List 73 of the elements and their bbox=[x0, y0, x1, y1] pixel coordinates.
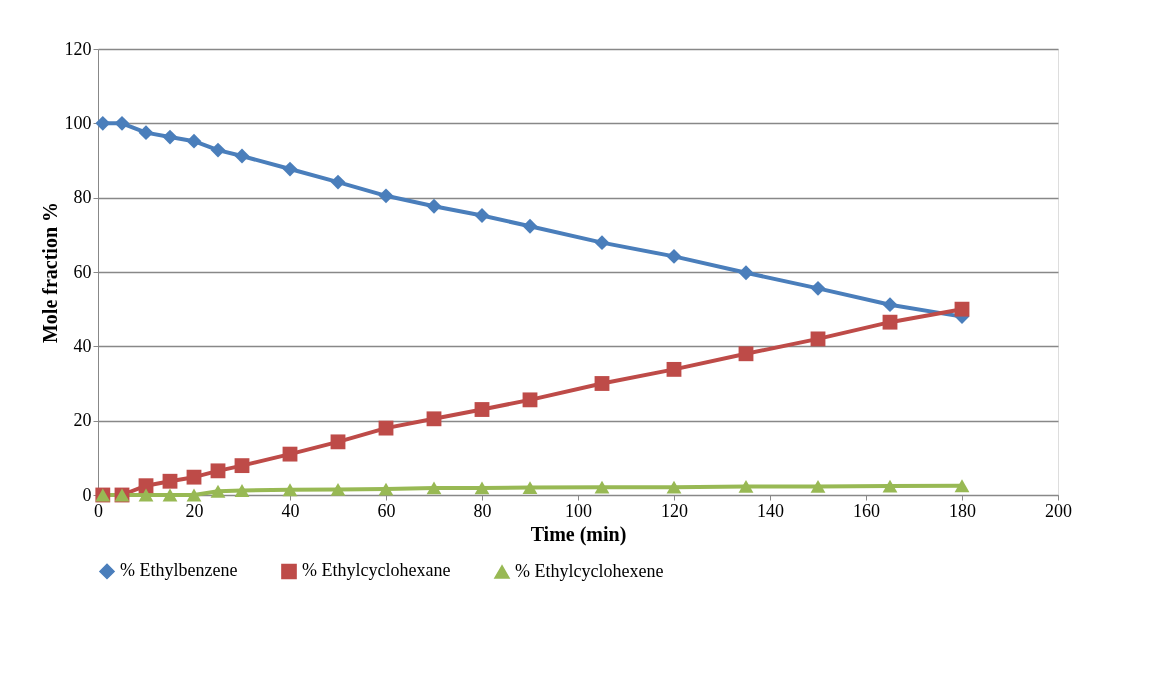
point bbox=[282, 161, 298, 177]
point bbox=[954, 301, 970, 317]
point bbox=[594, 235, 610, 251]
point bbox=[666, 480, 682, 494]
y-tick-label: 40 bbox=[73, 335, 92, 356]
point bbox=[474, 481, 490, 495]
point bbox=[186, 133, 202, 149]
point bbox=[234, 148, 250, 164]
y-axis-title: Mole fraction % bbox=[38, 201, 61, 344]
legend-label: % Ethylbenzene bbox=[120, 560, 238, 581]
x-tick-label: 180 bbox=[949, 500, 976, 521]
point bbox=[210, 463, 226, 479]
point bbox=[810, 480, 826, 493]
x-tick-label: 40 bbox=[281, 500, 300, 521]
point bbox=[426, 411, 442, 427]
point bbox=[186, 488, 202, 502]
point bbox=[738, 480, 754, 493]
x-tick-label: 80 bbox=[473, 500, 492, 521]
point bbox=[162, 473, 178, 489]
point bbox=[594, 376, 610, 391]
point bbox=[378, 482, 394, 496]
point bbox=[882, 314, 898, 330]
legend-label: % Ethylcyclohexene bbox=[515, 560, 664, 581]
point bbox=[882, 479, 898, 493]
point bbox=[330, 434, 346, 450]
point bbox=[954, 479, 970, 493]
point bbox=[138, 125, 154, 141]
point bbox=[522, 481, 538, 494]
y-tick-label: 100 bbox=[64, 112, 92, 133]
point bbox=[210, 484, 226, 498]
point bbox=[594, 480, 610, 494]
point bbox=[810, 331, 826, 347]
point bbox=[330, 483, 346, 496]
point bbox=[738, 265, 754, 281]
point bbox=[426, 198, 442, 214]
y-tick-label: 20 bbox=[73, 410, 92, 431]
point bbox=[210, 142, 226, 158]
point bbox=[738, 346, 754, 362]
x-tick-label: 60 bbox=[377, 500, 396, 521]
x-tick-label: 100 bbox=[565, 500, 592, 521]
point bbox=[666, 248, 682, 264]
point bbox=[162, 129, 178, 145]
y-tick-label: 0 bbox=[82, 484, 92, 505]
point bbox=[234, 458, 250, 474]
y-tick-label: 80 bbox=[73, 187, 92, 208]
point bbox=[522, 218, 538, 234]
point bbox=[234, 484, 250, 497]
point bbox=[186, 469, 202, 485]
x-tick-label: 20 bbox=[185, 500, 204, 521]
point bbox=[522, 392, 538, 408]
point bbox=[666, 361, 682, 377]
point bbox=[474, 402, 490, 417]
point bbox=[378, 420, 394, 436]
x-tick-label: 120 bbox=[661, 500, 688, 521]
y-tick-label: 60 bbox=[73, 261, 92, 282]
point bbox=[282, 483, 298, 497]
point bbox=[810, 280, 826, 296]
point bbox=[882, 297, 898, 313]
point bbox=[95, 115, 111, 131]
point bbox=[162, 488, 178, 502]
x-tick-label: 200 bbox=[1045, 500, 1072, 521]
point bbox=[138, 488, 154, 502]
x-tick-label: 140 bbox=[757, 500, 784, 521]
point bbox=[426, 481, 442, 495]
point bbox=[378, 188, 394, 204]
point bbox=[330, 174, 346, 190]
point bbox=[138, 478, 154, 494]
legend-label: % Ethylcyclohexane bbox=[302, 560, 451, 581]
x-axis-title: Time (min) bbox=[530, 522, 627, 546]
point bbox=[114, 115, 130, 131]
x-tick-label: 160 bbox=[853, 500, 880, 521]
y-tick-label: 120 bbox=[64, 38, 92, 59]
point bbox=[282, 446, 298, 462]
